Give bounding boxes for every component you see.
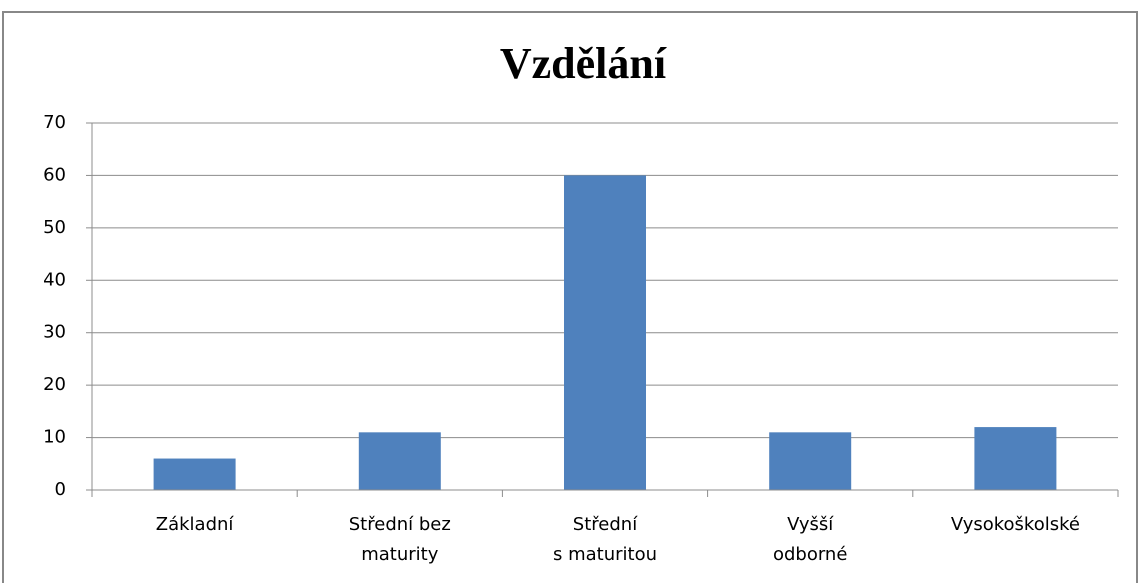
y-tick-label: 40 <box>43 269 66 290</box>
y-tick-label: 10 <box>43 427 66 448</box>
x-tick-label: Střední bez maturity <box>349 514 451 565</box>
x-tick-label: Vyšší odborné <box>773 514 847 565</box>
bar <box>769 432 852 490</box>
y-tick-label: 50 <box>43 217 66 238</box>
chart-title: Vzdělání <box>500 39 667 88</box>
bar <box>974 427 1057 490</box>
y-tick-label: 70 <box>43 112 66 133</box>
x-tick-label: Základní <box>156 514 235 535</box>
y-tick-label: 30 <box>43 322 66 343</box>
bar <box>564 175 646 490</box>
y-tick-label: 20 <box>43 374 66 395</box>
y-tick-label: 60 <box>43 164 66 185</box>
bar <box>153 458 236 490</box>
x-tick-label: Vysokoškolské <box>951 514 1080 535</box>
bar <box>358 432 441 490</box>
x-tick-label: Střední s maturitou <box>553 514 657 565</box>
y-tick-label: 0 <box>55 479 66 500</box>
